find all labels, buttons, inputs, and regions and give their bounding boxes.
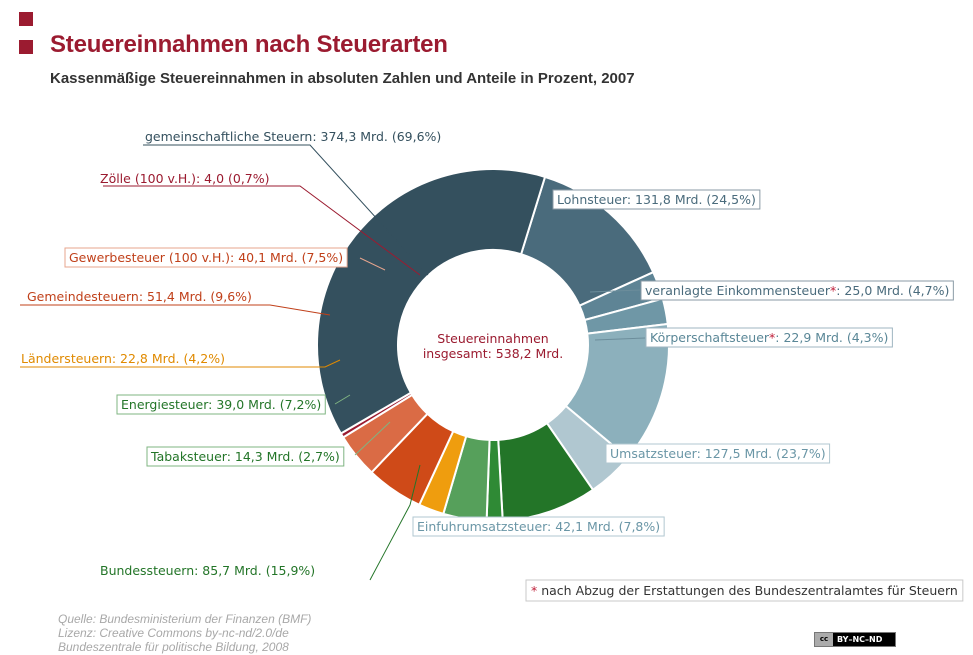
slice-label-12: gemeinschaftliche Steuern: 374,3 Mrd. (6…	[145, 129, 441, 144]
source-line: Quelle: Bundesministerium der Finanzen (…	[58, 612, 312, 626]
chart-subtitle: Kassenmäßige Steuereinnahmen in absolute…	[50, 70, 635, 87]
leader-line-9	[20, 304, 331, 316]
cc-license-badge[interactable]: cc BY–NC–ND	[814, 632, 896, 647]
source-note: Quelle: Bundesministerium der Finanzen (…	[58, 612, 311, 654]
leader-line-1	[589, 289, 641, 293]
leader-line-11	[103, 185, 421, 276]
label-text: Bundessteuern: 85,7 Mrd. (15,9%)	[100, 563, 315, 578]
title-marker-square	[19, 40, 33, 54]
leader-line-2	[594, 337, 646, 341]
leader-line-5	[369, 464, 421, 581]
label-box	[146, 446, 345, 467]
slice-label-7: Energiesteuer: 39,0 Mrd. (7,2%)	[116, 394, 326, 415]
label-box	[552, 189, 761, 210]
slice-label-2: Körperschaftsteuer*: 22,9 Mrd. (4,3%)	[645, 327, 893, 348]
publisher-line: Bundeszentrale für politische Bildung, 2…	[58, 640, 289, 654]
slice-label-4: Einfuhrumsatzsteuer: 42,1 Mrd. (7,8%)	[412, 516, 665, 537]
leader-line-6	[354, 421, 391, 456]
cc-icon: cc	[815, 633, 833, 646]
leader-line-10	[359, 257, 386, 271]
label-text: Gewerbesteuer (100 v.H.): 40,1 Mrd. (7,5…	[69, 250, 343, 265]
label-text: Gemeindesteuern: 51,4 Mrd. (9,6%)	[27, 289, 252, 304]
chart-title: Steuereinnahmen nach Steuerarten	[50, 31, 448, 58]
leader-line-12	[143, 144, 429, 276]
cc-license-text: BY–NC–ND	[837, 635, 883, 644]
label-text: Lohnsteuer: 131,8 Mrd. (24,5%)	[557, 192, 756, 207]
label-box	[64, 247, 348, 268]
label-box	[605, 443, 831, 464]
label-text: Tabaksteuer: 14,3 Mrd. (2,7%)	[150, 449, 340, 464]
label-text: veranlagte Einkommensteuer*: 25,0 Mrd. (…	[645, 283, 949, 298]
label-text: Ländersteuern: 22,8 Mrd. (4,2%)	[21, 351, 225, 366]
leader-line-8	[20, 359, 341, 368]
slice-label-10: Gewerbesteuer (100 v.H.): 40,1 Mrd. (7,5…	[64, 247, 348, 268]
label-text: Energiesteuer: 39,0 Mrd. (7,2%)	[121, 397, 321, 412]
license-line: Lizenz: Creative Commons by-nc-nd/2.0/de	[58, 626, 289, 640]
label-text: Umsatzsteuer: 127,5 Mrd. (23,7%)	[610, 446, 826, 461]
label-text: Einfuhrumsatzsteuer: 42,1 Mrd. (7,8%)	[417, 519, 660, 534]
slice-label-3: Umsatzsteuer: 127,5 Mrd. (23,7%)	[605, 443, 831, 464]
center-label: Steuereinnahmen insgesamt: 538,2 Mrd.	[423, 331, 563, 361]
label-box	[116, 394, 326, 415]
label-box	[645, 327, 893, 348]
label-text: Körperschaftsteuer*: 22,9 Mrd. (4,3%)	[650, 330, 888, 345]
label-text: Zölle (100 v.H.): 4,0 (0,7%)	[100, 171, 270, 186]
slice-12	[316, 168, 547, 435]
label-box	[640, 280, 954, 301]
slice-label-6: Tabaksteuer: 14,3 Mrd. (2,7%)	[146, 446, 345, 467]
title-marker-square-top	[19, 12, 33, 26]
label-text: gemeinschaftliche Steuern: 374,3 Mrd. (6…	[145, 129, 441, 144]
footnote-text: * nach Abzug der Erstattungen des Bundes…	[531, 583, 958, 598]
slice-label-8: Ländersteuern: 22,8 Mrd. (4,2%)	[21, 351, 225, 366]
slice-label-5: Bundessteuern: 85,7 Mrd. (15,9%)	[100, 563, 315, 578]
slice-label-1: veranlagte Einkommensteuer*: 25,0 Mrd. (…	[640, 280, 954, 301]
footnote: * nach Abzug der Erstattungen des Bundes…	[525, 579, 964, 602]
slice-label-9: Gemeindesteuern: 51,4 Mrd. (9,6%)	[27, 289, 252, 304]
label-box	[412, 516, 665, 537]
leader-line-7	[334, 394, 351, 405]
slice-label-11: Zölle (100 v.H.): 4,0 (0,7%)	[100, 171, 270, 186]
slice-label-0: Lohnsteuer: 131,8 Mrd. (24,5%)	[552, 189, 761, 210]
